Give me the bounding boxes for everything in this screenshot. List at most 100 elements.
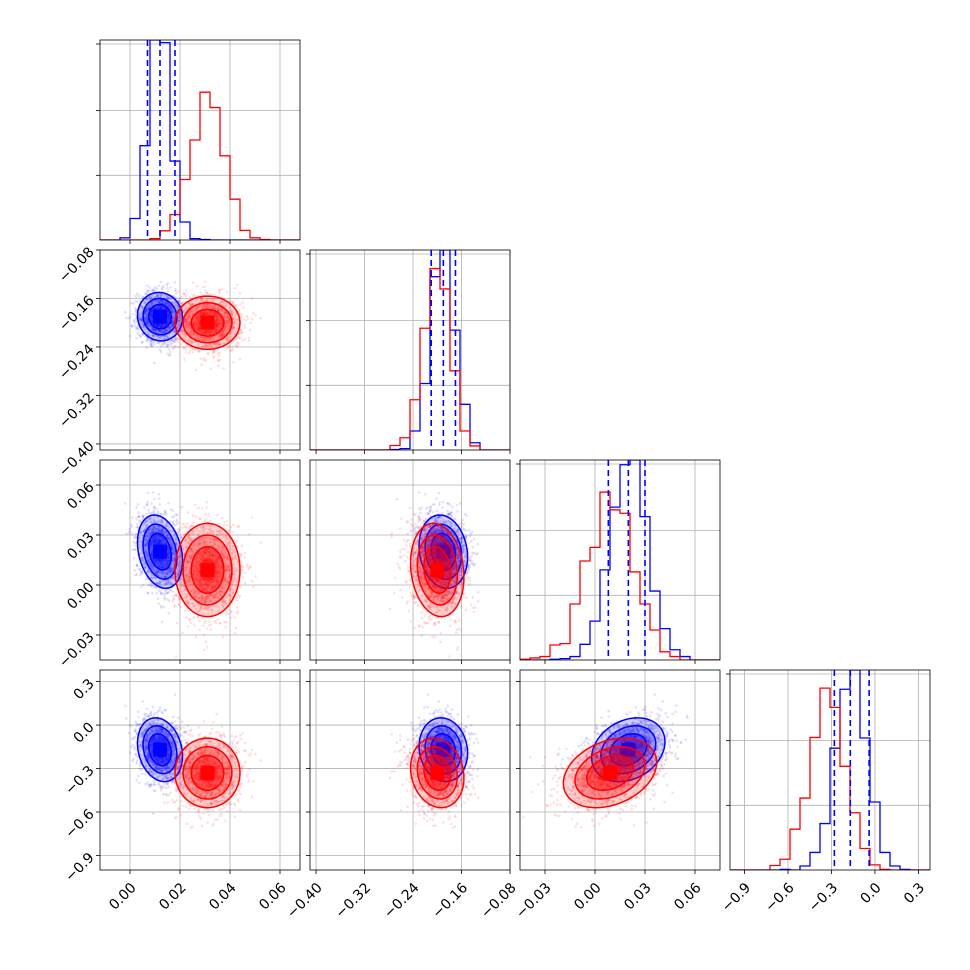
sample-point bbox=[217, 321, 220, 325]
sample-point bbox=[135, 326, 138, 330]
sample-point bbox=[157, 561, 161, 565]
sample-point bbox=[189, 555, 193, 558]
sample-point bbox=[236, 525, 240, 528]
sample-point bbox=[202, 312, 205, 316]
sample-point bbox=[161, 566, 165, 570]
sample-point bbox=[220, 300, 223, 303]
sample-point bbox=[220, 322, 224, 325]
sample-point bbox=[151, 289, 155, 293]
sample-point bbox=[156, 331, 160, 334]
sample-point bbox=[150, 310, 153, 314]
sample-point bbox=[178, 300, 181, 304]
sample-point bbox=[137, 511, 140, 514]
sample-point bbox=[160, 325, 163, 329]
sample-point bbox=[171, 323, 175, 327]
sample-point bbox=[166, 296, 169, 300]
sample-point bbox=[189, 303, 193, 307]
sample-point bbox=[172, 523, 175, 526]
sample-point bbox=[192, 322, 195, 325]
sample-point bbox=[203, 311, 206, 315]
sample-point bbox=[224, 338, 228, 341]
sample-point bbox=[169, 520, 172, 523]
sample-point bbox=[222, 327, 226, 331]
sample-point bbox=[150, 313, 154, 316]
sample-point bbox=[149, 297, 152, 300]
sample-point bbox=[186, 323, 189, 327]
sample-point bbox=[160, 330, 164, 334]
panel-hist-r1-c1 bbox=[306, 249, 511, 451]
sample-point bbox=[217, 359, 220, 363]
sample-point bbox=[158, 325, 162, 329]
sample-point bbox=[186, 317, 190, 321]
sample-point bbox=[246, 317, 250, 321]
sample-point bbox=[192, 320, 196, 323]
sample-point bbox=[138, 320, 142, 323]
sample-point bbox=[167, 326, 171, 330]
sample-point bbox=[140, 316, 143, 320]
sample-point bbox=[215, 329, 218, 333]
sample-point bbox=[162, 300, 165, 303]
sample-point bbox=[197, 317, 200, 321]
sample-point bbox=[166, 343, 169, 347]
sample-point bbox=[184, 323, 188, 327]
sample-point bbox=[149, 313, 153, 316]
sample-point bbox=[207, 310, 211, 313]
sample-point bbox=[164, 589, 167, 593]
sample-point bbox=[145, 322, 149, 326]
sample-point bbox=[202, 310, 206, 314]
sample-point bbox=[225, 316, 229, 319]
sample-point bbox=[160, 620, 164, 624]
sample-point bbox=[137, 326, 140, 330]
sample-point bbox=[173, 339, 176, 342]
sample-point bbox=[223, 326, 227, 330]
sample-point bbox=[159, 530, 162, 534]
sample-point bbox=[152, 506, 156, 509]
sample-point bbox=[151, 333, 155, 337]
sample-point bbox=[158, 559, 162, 562]
sample-point bbox=[149, 312, 153, 316]
sample-point bbox=[184, 294, 188, 298]
sample-point bbox=[200, 329, 203, 333]
sample-point bbox=[166, 342, 170, 346]
sample-point bbox=[154, 536, 158, 540]
sample-point bbox=[169, 326, 172, 330]
sample-point bbox=[152, 535, 155, 539]
sample-point bbox=[147, 296, 151, 299]
sample-point bbox=[187, 316, 191, 319]
sample-point bbox=[250, 317, 254, 321]
sample-point bbox=[158, 330, 161, 334]
sample-point bbox=[235, 341, 239, 345]
sample-point bbox=[202, 313, 206, 317]
sample-point bbox=[203, 339, 206, 342]
sample-point bbox=[149, 304, 152, 308]
sample-point bbox=[213, 293, 216, 296]
sample-point bbox=[227, 320, 230, 324]
sample-point bbox=[153, 498, 156, 501]
sample-point bbox=[216, 318, 219, 322]
sample-point bbox=[145, 503, 149, 507]
sample-point bbox=[185, 320, 188, 324]
sample-point bbox=[218, 354, 221, 358]
sample-point bbox=[189, 304, 192, 308]
sample-point bbox=[215, 319, 218, 322]
sample-point bbox=[167, 315, 170, 319]
histogram-series-0 bbox=[520, 460, 720, 660]
sample-point bbox=[173, 330, 177, 334]
sample-point bbox=[174, 296, 178, 300]
sample-point bbox=[177, 299, 181, 303]
sample-point bbox=[175, 337, 179, 341]
sample-point bbox=[201, 307, 205, 310]
sample-point bbox=[151, 301, 154, 305]
sample-point bbox=[165, 345, 168, 349]
sample-point bbox=[166, 318, 170, 321]
sample-point bbox=[172, 322, 175, 326]
sample-point bbox=[176, 568, 179, 571]
sample-point bbox=[222, 328, 226, 331]
sample-point bbox=[141, 326, 144, 330]
sample-point bbox=[148, 303, 151, 307]
sample-point bbox=[197, 343, 200, 346]
sample-point bbox=[204, 331, 207, 334]
sample-point bbox=[216, 321, 220, 325]
sample-point bbox=[195, 322, 198, 325]
sample-point bbox=[170, 546, 173, 550]
